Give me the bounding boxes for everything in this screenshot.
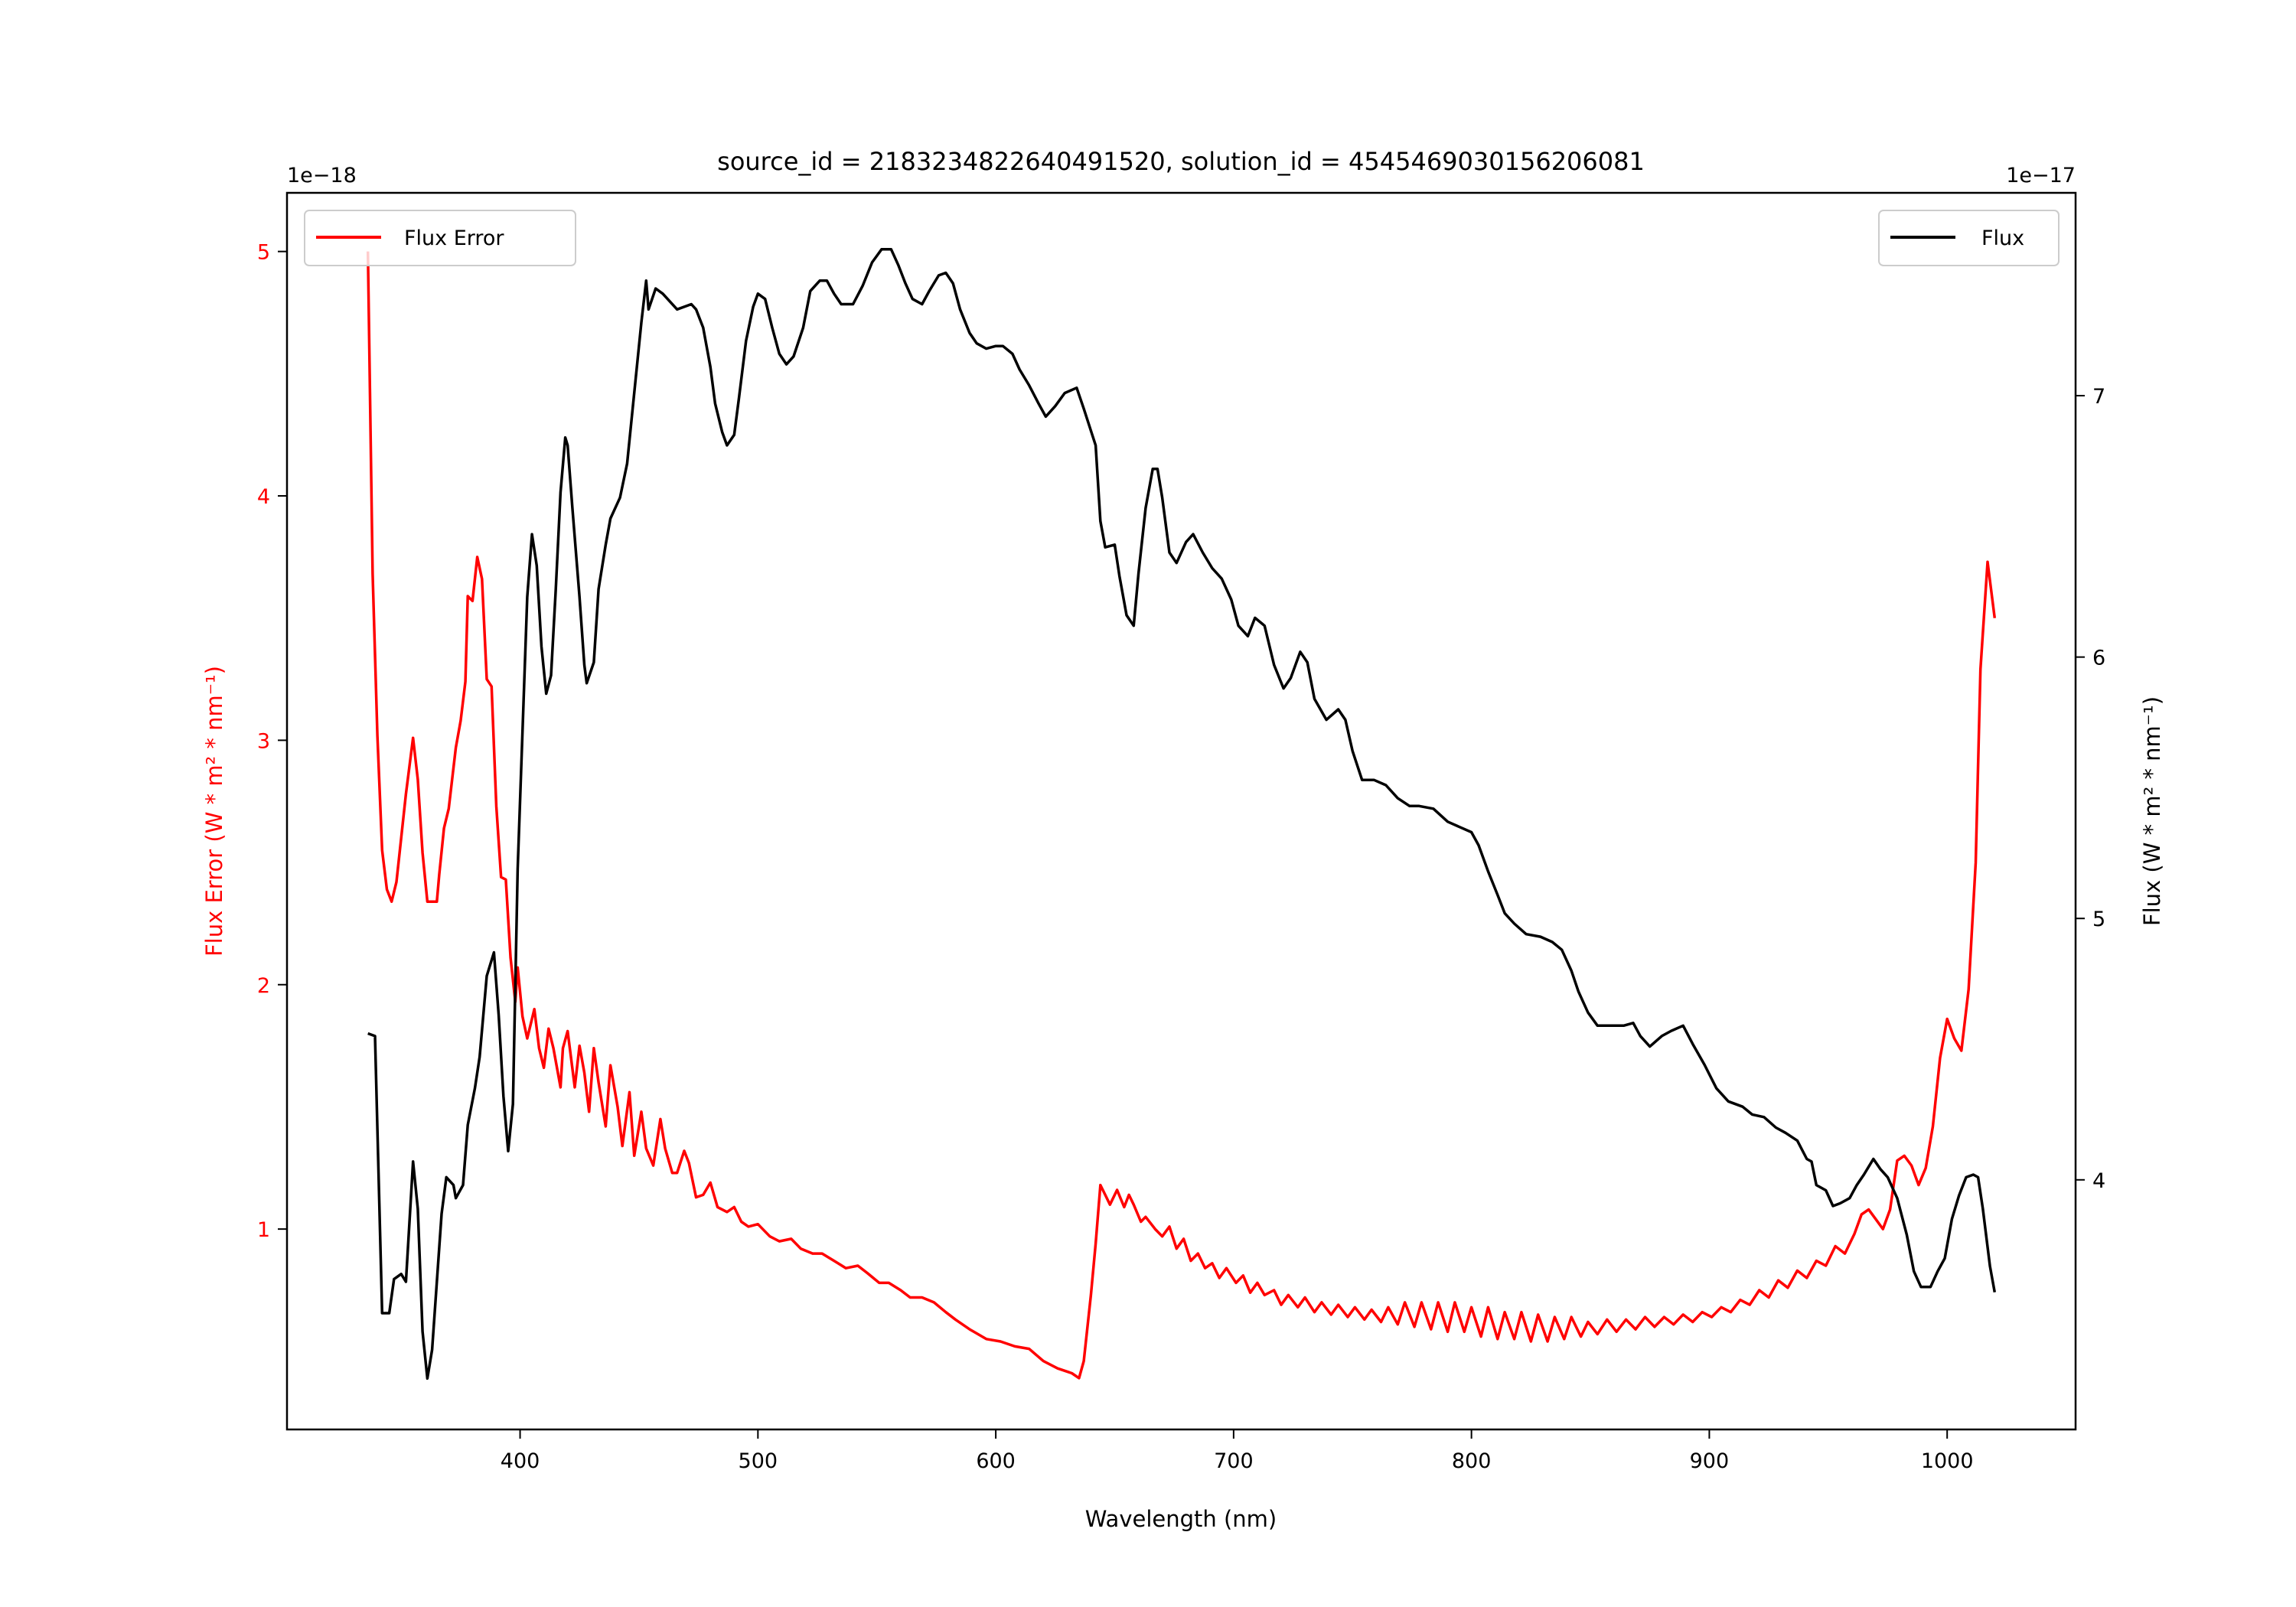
left-axis-offset-text: 1e−18 [287,164,357,187]
left-y-tick-label: 1 [257,1218,270,1242]
legend-flux: Flux [1878,210,2060,266]
x-tick-label: 600 [976,1449,1016,1473]
axes-frame [285,191,2077,1431]
x-tick-label: 400 [501,1449,540,1473]
series-line-flux-error [366,251,1997,1380]
x-tick-label: 800 [1452,1449,1492,1473]
right-axis-offset-text: 1e−17 [2006,164,2076,187]
chart-title: source_id = 2183234822640491520, solutio… [717,147,1645,176]
legend-box [1878,210,2060,266]
legend-box [304,210,576,266]
x-tick-label: 1000 [1921,1449,1974,1473]
series-line-flux [367,248,1997,1380]
legend-label-flux: Flux [1981,227,2024,250]
right-y-tick-label: 5 [2092,908,2105,931]
left-y-tick-label: 2 [257,974,270,998]
plot-area [366,248,1997,1380]
x-tick-label: 500 [739,1449,778,1473]
left-y-tick-label: 5 [257,241,270,265]
right-y-tick-label: 7 [2092,385,2105,409]
left-y-tick-label: 4 [257,485,270,509]
right-y-axis-label: Flux (W * m² * nm⁻¹) [2139,696,2165,926]
x-tick-label: 700 [1214,1449,1254,1473]
x-tick-label: 900 [1690,1449,1730,1473]
right-y-tick-label: 4 [2092,1169,2105,1193]
left-y-tick-label: 3 [257,729,270,753]
left-y-axis-label: Flux Error (W * m² * nm⁻¹) [201,666,227,957]
legend-label-flux-error: Flux Error [404,227,504,250]
legend-flux-error: Flux Error [304,210,576,266]
right-y-tick-label: 6 [2092,647,2105,670]
x-axis-label: Wavelength (nm) [1085,1506,1277,1532]
